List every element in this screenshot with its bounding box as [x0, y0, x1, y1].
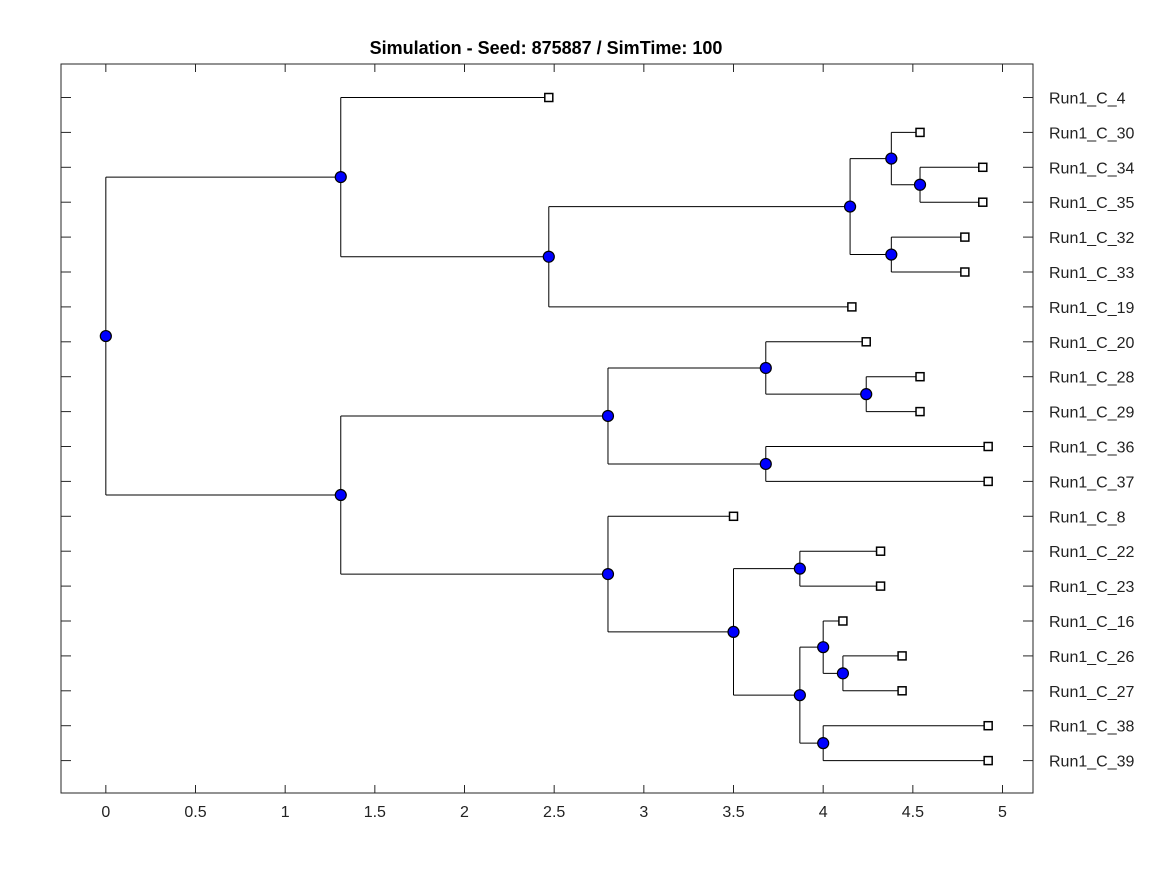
leaf-label: Run1_C_33	[1049, 265, 1135, 282]
internal-node-marker	[759, 361, 772, 375]
internal-node-marker	[793, 689, 806, 702]
internal-node-marker	[334, 488, 347, 502]
leaf-label: Run1_C_39	[1049, 754, 1135, 771]
x-tick-label: 4	[819, 804, 828, 821]
leaf-node-marker	[978, 162, 988, 173]
x-tick-label: 1.5	[364, 804, 386, 821]
leaf-label: Run1_C_38	[1049, 719, 1135, 736]
leaf-node-marker	[983, 476, 993, 487]
internal-node-marker	[885, 248, 898, 261]
leaf-node-marker	[875, 546, 886, 556]
ticks-layer: 0 0.5 1 1.5 2 2.5 3 3.5 4 4.5 5	[61, 64, 1033, 821]
leaf-label: Run1_C_16	[1049, 614, 1135, 631]
internal-node-marker	[885, 152, 898, 165]
leaf-label: Run1_C_27	[1049, 684, 1135, 701]
x-tick-label: 5	[998, 804, 1007, 821]
chart-title: Simulation - Seed: 875887 / SimTime: 100	[370, 38, 723, 58]
leaf-label: Run1_C_8	[1049, 509, 1126, 526]
x-tick-label: 2.5	[543, 804, 565, 821]
leaf-node-marker	[983, 755, 993, 766]
leaf-label: Run1_C_30	[1049, 125, 1135, 142]
x-tick-label: 3	[639, 804, 648, 821]
leaf-label: Run1_C_35	[1049, 195, 1135, 212]
leaf-label: Run1_C_22	[1049, 544, 1135, 561]
leaf-label: Run1_C_20	[1049, 335, 1135, 352]
plot-frame	[60, 63, 1034, 794]
leaf-label: Run1_C_23	[1049, 579, 1135, 596]
leaf-label: Run1_C_29	[1049, 405, 1135, 422]
leaf-label: Run1_C_4	[1049, 91, 1126, 108]
leaf-node-marker	[861, 337, 871, 347]
internal-node-marker	[601, 409, 615, 423]
leaf-node-marker	[915, 371, 925, 382]
internal-node-marker	[843, 200, 857, 213]
leaf-node-marker	[728, 511, 739, 522]
leaf-node-marker	[915, 406, 925, 417]
leaf-label: Run1_C_36	[1049, 440, 1135, 457]
markers-layer	[99, 92, 993, 766]
labels-layer: Run1_C_4 Run1_C_30 Run1_C_34 Run1_C_35 Run1_…	[1049, 91, 1135, 771]
leaf-node-marker	[838, 616, 848, 626]
x-tick-label: 0.5	[184, 804, 206, 821]
internal-node-marker	[334, 171, 347, 184]
internal-node-marker	[99, 329, 112, 343]
leaf-node-marker	[983, 720, 993, 731]
internal-node-marker	[913, 178, 927, 191]
leaf-node-marker	[875, 581, 886, 591]
x-tick-label: 0	[101, 804, 110, 821]
leaf-node-marker	[897, 686, 907, 696]
leaf-node-marker	[978, 197, 988, 207]
leaf-node-marker	[915, 127, 925, 138]
internal-node-marker	[817, 737, 830, 750]
internal-node-marker	[759, 457, 772, 471]
branches-layer	[105, 97, 989, 762]
leaf-node-marker	[960, 232, 970, 242]
leaf-node-marker	[847, 302, 857, 312]
x-tick-label: 1	[281, 804, 290, 821]
internal-node-marker	[601, 568, 615, 581]
internal-node-marker	[817, 641, 830, 654]
internal-node-marker	[836, 667, 850, 680]
leaf-node-marker	[983, 441, 993, 452]
leaf-label: Run1_C_19	[1049, 300, 1135, 317]
leaf-node-marker	[897, 651, 907, 661]
leaf-label: Run1_C_34	[1049, 160, 1135, 177]
leaf-label: Run1_C_28	[1049, 370, 1135, 387]
internal-node-marker	[860, 388, 873, 401]
x-tick-label: 3.5	[722, 804, 744, 821]
leaf-label: Run1_C_32	[1049, 230, 1135, 247]
internal-node-marker	[793, 562, 806, 575]
leaf-node-marker	[960, 267, 970, 277]
x-tick-label: 4.5	[902, 804, 924, 821]
leaf-label: Run1_C_26	[1049, 649, 1135, 666]
leaf-label: Run1_C_37	[1049, 474, 1135, 491]
leaf-node-marker	[544, 92, 554, 103]
x-tick-label: 2	[460, 804, 469, 821]
internal-node-marker	[542, 250, 555, 263]
internal-node-marker	[727, 625, 740, 639]
